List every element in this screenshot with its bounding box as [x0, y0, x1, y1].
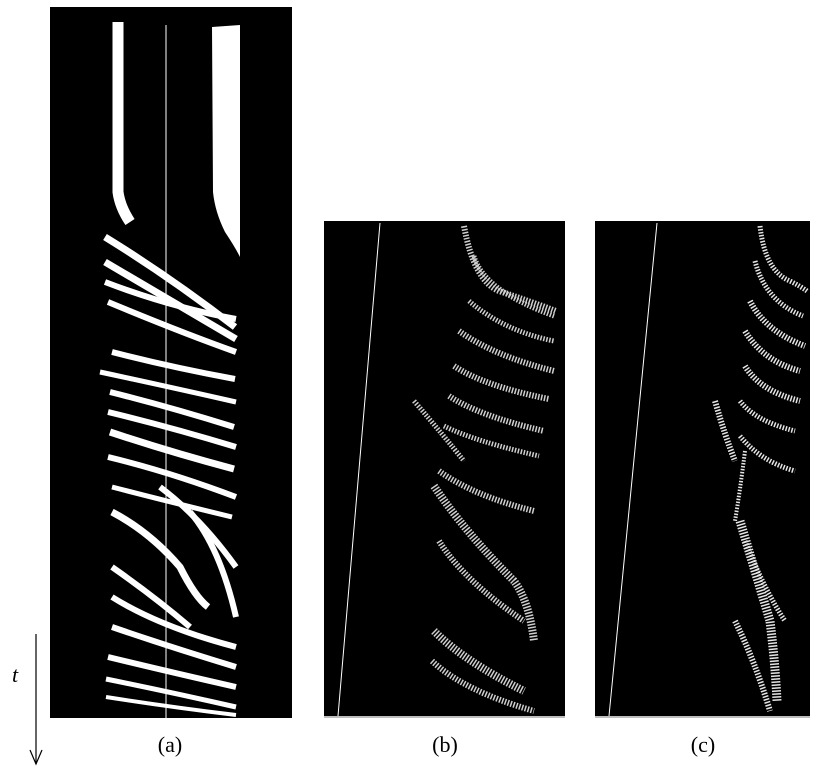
- caption-b: (b): [432, 732, 458, 757]
- panel-c-image: [595, 221, 810, 718]
- panel-c-traces: [608, 222, 809, 717]
- panel-a-image: [50, 7, 292, 718]
- panel-a-streaks: [99, 234, 239, 717]
- caption-a: (a): [157, 732, 183, 757]
- panel-b-traces: [337, 222, 558, 717]
- panel-c-baseline: [595, 716, 810, 718]
- panel-a-traces: [99, 22, 240, 718]
- panel-a-main-trace: [112, 22, 135, 226]
- panel-a-right-blob: [212, 25, 240, 257]
- panel-b-dotted-streaks: [412, 225, 558, 714]
- time-axis-arrow: [29, 634, 43, 766]
- caption-c: (c): [690, 732, 716, 757]
- panel-c-dotted-streaks: [712, 225, 809, 712]
- panel-c-diagonal-line: [608, 222, 658, 717]
- panel-b-image: [324, 221, 565, 718]
- time-axis-label: t: [12, 662, 19, 687]
- panel-b-diagonal-line: [337, 222, 381, 717]
- panel-b-baseline: [324, 716, 565, 718]
